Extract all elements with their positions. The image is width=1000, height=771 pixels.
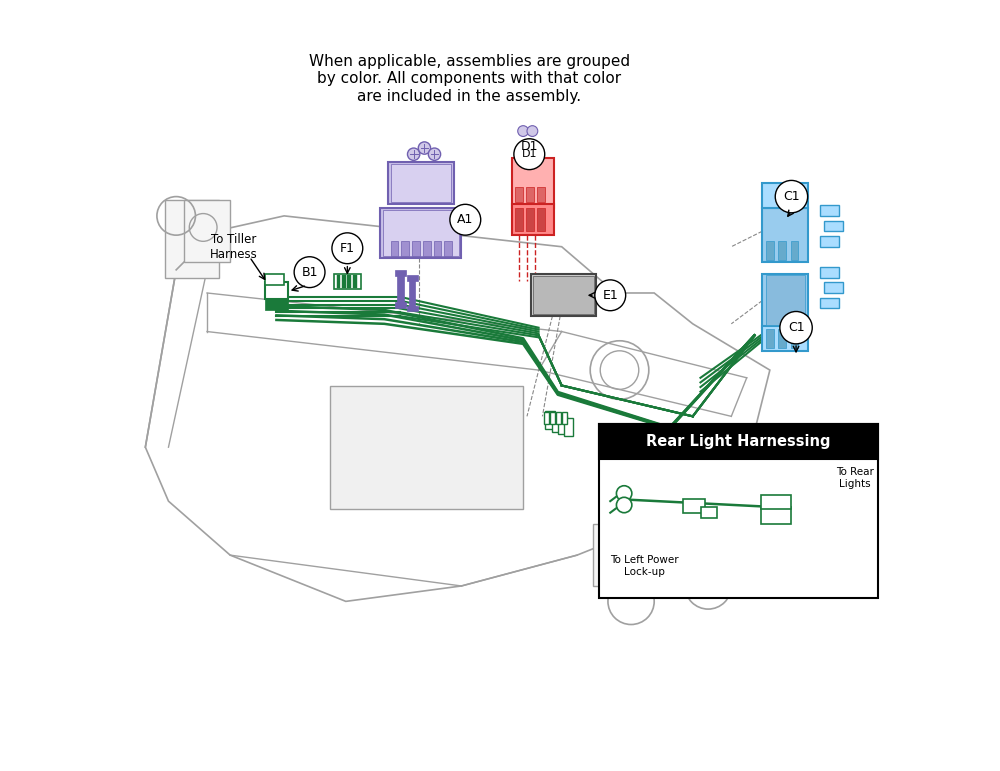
Bar (526, 208, 534, 231)
Bar (526, 187, 534, 202)
Bar (391, 164, 451, 202)
Bar (533, 276, 594, 314)
Circle shape (407, 148, 420, 160)
Text: When applicable, assemblies are grouped
by color. All components with that color: When applicable, assemblies are grouped … (309, 54, 630, 104)
Bar (824, 282, 843, 293)
Bar (380, 208, 461, 258)
Bar (334, 274, 361, 289)
Bar (593, 524, 700, 586)
Text: D1: D1 (521, 140, 538, 153)
Bar (423, 241, 431, 256)
Bar (766, 241, 774, 260)
Bar (537, 187, 545, 202)
Bar (165, 200, 219, 278)
Circle shape (616, 497, 632, 513)
Bar (820, 236, 839, 247)
Bar (820, 267, 839, 278)
Bar (550, 412, 555, 424)
Bar (824, 221, 843, 231)
Bar (512, 204, 554, 235)
Text: C1: C1 (788, 322, 804, 334)
Text: C1: C1 (783, 190, 800, 203)
Bar (762, 326, 808, 351)
Bar (401, 241, 409, 256)
Bar (407, 275, 418, 281)
Bar (683, 499, 705, 513)
Bar (265, 298, 288, 310)
Bar (762, 208, 808, 262)
Bar (515, 208, 523, 231)
Bar (558, 416, 567, 434)
Circle shape (450, 204, 481, 235)
Circle shape (294, 257, 325, 288)
Bar (761, 495, 791, 509)
Text: To Rear
Lights: To Rear Lights (836, 467, 874, 489)
Bar (599, 424, 878, 598)
Bar (778, 241, 786, 260)
Bar (537, 208, 545, 231)
Text: F1: F1 (340, 242, 355, 254)
Bar (342, 275, 346, 288)
Bar (701, 507, 717, 518)
Bar (791, 241, 798, 260)
Bar (184, 200, 230, 262)
Bar (778, 329, 786, 348)
Bar (347, 275, 351, 288)
Text: To Tiller
Harness: To Tiller Harness (210, 233, 258, 261)
Bar (412, 241, 420, 256)
Circle shape (518, 126, 529, 136)
Text: E1: E1 (602, 289, 618, 301)
Bar (766, 329, 774, 348)
Bar (388, 162, 454, 204)
Bar (395, 270, 406, 276)
Bar (762, 274, 808, 328)
Circle shape (514, 139, 545, 170)
Bar (599, 424, 878, 459)
Circle shape (595, 280, 626, 311)
Bar (515, 187, 523, 202)
Bar (531, 274, 596, 316)
Bar (409, 279, 415, 308)
Bar (564, 418, 573, 436)
Bar (265, 274, 284, 285)
Text: Rear Light Harnessing: Rear Light Harnessing (646, 434, 830, 449)
Circle shape (332, 233, 363, 264)
Bar (391, 241, 398, 256)
Bar (434, 241, 441, 256)
Bar (766, 275, 805, 325)
Bar (395, 302, 406, 308)
Text: A1: A1 (457, 214, 473, 226)
Bar (330, 386, 523, 509)
Bar (562, 412, 567, 424)
Bar (397, 274, 404, 305)
Circle shape (775, 180, 808, 213)
Bar (444, 241, 452, 256)
Bar (556, 412, 561, 424)
Bar (383, 210, 459, 256)
Bar (761, 507, 791, 524)
Bar (791, 329, 798, 348)
Text: To Left Power
Lock-up: To Left Power Lock-up (610, 555, 679, 577)
Circle shape (418, 142, 431, 154)
Bar (762, 183, 808, 208)
Bar (552, 413, 561, 432)
Bar (545, 411, 555, 429)
Bar (265, 282, 288, 299)
Text: B1: B1 (301, 266, 318, 278)
Circle shape (527, 126, 538, 136)
Text: D1: D1 (522, 150, 537, 159)
Bar (512, 158, 554, 208)
Bar (820, 205, 839, 216)
Bar (544, 412, 549, 424)
Bar (820, 298, 839, 308)
Circle shape (428, 148, 441, 160)
Bar (353, 275, 357, 288)
Circle shape (780, 311, 812, 344)
Bar (407, 306, 418, 311)
Bar (337, 275, 340, 288)
Circle shape (616, 486, 632, 501)
